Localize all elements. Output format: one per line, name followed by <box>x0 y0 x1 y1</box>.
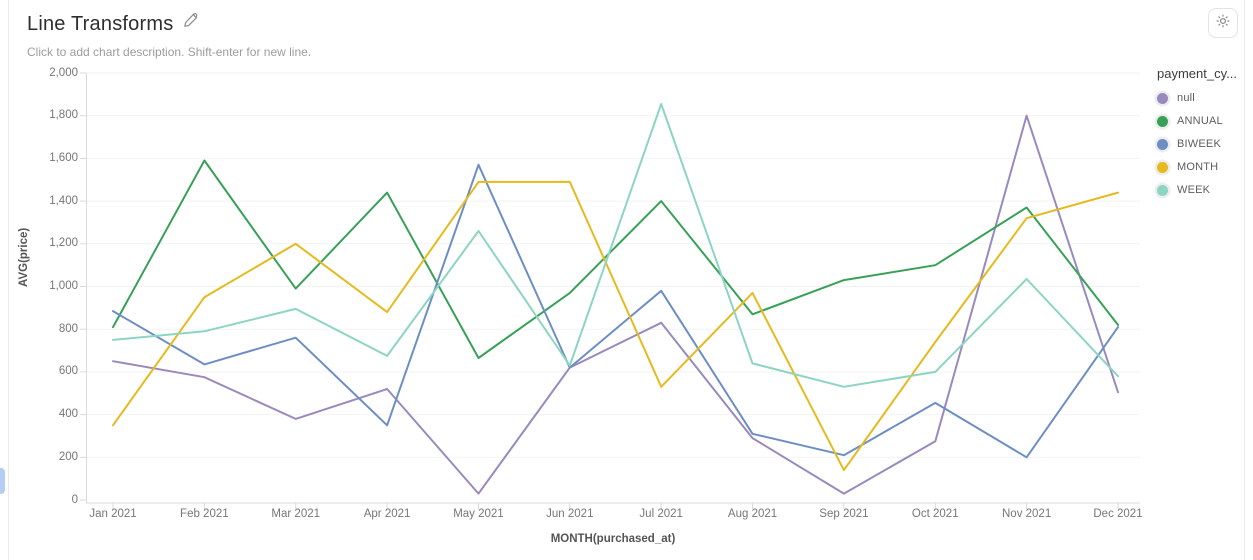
y-tick-label: 800 <box>58 322 78 335</box>
legend-item-WEEK[interactable]: WEEK <box>1157 184 1252 196</box>
legend-item-null[interactable]: null <box>1157 92 1252 104</box>
x-tick-label: Nov 2021 <box>1002 508 1052 520</box>
x-tick-label: Apr 2021 <box>363 508 411 520</box>
settings-button[interactable] <box>1208 8 1238 38</box>
y-tick-label: 1,200 <box>49 237 78 250</box>
legend-item-label: WEEK <box>1177 184 1211 196</box>
x-tick-label: Oct 2021 <box>911 508 959 520</box>
legend-title: payment_cy... <box>1157 66 1237 81</box>
chart-plot-area[interactable] <box>80 72 1140 509</box>
left-scrollbar-thumb[interactable] <box>0 468 5 494</box>
right-panel-divider <box>1244 0 1245 560</box>
series-line-ANNUAL[interactable] <box>112 159 1119 359</box>
series-line-null[interactable] <box>112 114 1119 495</box>
y-tick-label: 2,000 <box>49 66 78 79</box>
y-tick-label: 200 <box>58 450 78 463</box>
y-axis-title: AVG(price) <box>18 227 30 287</box>
legend-items: null ANNUAL BIWEEK MONTH WEEK <box>1157 92 1252 196</box>
gear-icon <box>1215 13 1231 34</box>
legend-item-label: ANNUAL <box>1177 115 1223 127</box>
legend-item-ANNUAL[interactable]: ANNUAL <box>1157 115 1252 127</box>
x-tick-label: Jan 2021 <box>89 508 137 520</box>
pencil-icon[interactable] <box>183 12 199 33</box>
chart-header: Line Transforms Click to add chart descr… <box>27 12 311 59</box>
chart-description-placeholder[interactable]: Click to add chart description. Shift-en… <box>27 45 312 59</box>
legend-dot-icon <box>1157 92 1168 104</box>
x-tick-label: Sep 2021 <box>819 508 869 520</box>
series-line-MONTH[interactable] <box>112 180 1119 472</box>
series-line-BIWEEK[interactable] <box>112 163 1119 459</box>
x-tick-label: Mar 2021 <box>271 508 321 520</box>
y-tick-label: 0 <box>71 493 78 506</box>
y-tick-label: 1,000 <box>49 280 78 292</box>
y-tick-label: 400 <box>58 408 78 421</box>
legend-dot-icon <box>1157 115 1168 127</box>
chart-title[interactable]: Line Transforms <box>27 13 174 35</box>
y-tick-label: 1,400 <box>49 194 78 207</box>
y-tick-label: 1,600 <box>49 151 78 164</box>
legend-item-label: null <box>1177 92 1195 104</box>
x-tick-label: May 2021 <box>453 508 504 520</box>
x-tick-label: Jun 2021 <box>546 508 594 520</box>
x-tick-label: Jul 2021 <box>639 508 683 520</box>
left-panel-divider <box>8 0 9 560</box>
x-tick-label: Feb 2021 <box>180 508 229 520</box>
x-tick-label: Dec 2021 <box>1093 508 1143 520</box>
legend-dot-icon <box>1157 184 1168 196</box>
legend: payment_cy... null ANNUAL BIWEEK MONTH WEEK <box>1157 66 1252 207</box>
y-tick-label: 600 <box>58 365 78 378</box>
legend-item-BIWEEK[interactable]: BIWEEK <box>1157 138 1252 150</box>
x-tick-label: Aug 2021 <box>727 508 778 520</box>
legend-item-label: MONTH <box>1177 161 1219 173</box>
legend-item-label: BIWEEK <box>1177 138 1221 150</box>
x-axis-title: MONTH(purchased_at) <box>550 533 676 545</box>
legend-item-MONTH[interactable]: MONTH <box>1157 161 1252 173</box>
legend-dot-icon <box>1157 161 1168 173</box>
series-line-WEEK[interactable] <box>112 103 1119 388</box>
legend-dot-icon <box>1157 138 1168 150</box>
y-tick-label: 1,800 <box>49 109 78 122</box>
